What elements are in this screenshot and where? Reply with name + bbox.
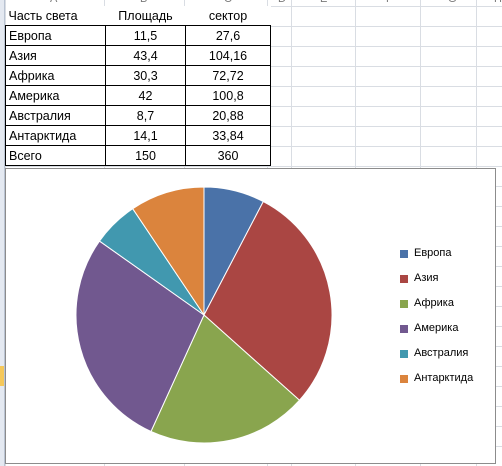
table-cell[interactable]: 14,1 [105, 125, 186, 146]
pie-chart-plot [75, 186, 333, 444]
column-header-letter[interactable]: A [50, 0, 57, 5]
row-header-active[interactable] [0, 366, 4, 386]
table-row: Европа 11,5 27,6 [5, 25, 271, 46]
table-header-cell[interactable]: Площадь [105, 6, 186, 26]
grid-line-horizontal [0, 166, 502, 167]
legend-entry[interactable]: Америка [399, 322, 491, 347]
legend-entry[interactable]: Африка [399, 297, 491, 322]
column-header-letter[interactable]: H [494, 0, 502, 5]
table-cell[interactable]: Европа [5, 25, 106, 46]
table-cell[interactable]: 27,6 [185, 25, 271, 46]
legend-entry[interactable]: Европа [399, 247, 491, 272]
table-cell[interactable]: 42 [105, 85, 186, 106]
table-row: Всего 150 360 [5, 145, 271, 166]
table-cell[interactable]: Азия [5, 45, 106, 66]
row-header-strip[interactable] [0, 0, 5, 466]
table-cell[interactable]: 72,72 [185, 65, 271, 86]
legend-entry[interactable]: Азия [399, 272, 491, 297]
legend-label: Америка [414, 322, 459, 334]
table-cell[interactable]: Америка [5, 85, 106, 106]
table-cell[interactable]: 360 [185, 145, 271, 166]
column-header-letter[interactable]: F [386, 0, 393, 5]
table-row: Америка 42 100,8 [5, 85, 271, 106]
legend-label: Австралия [414, 347, 469, 359]
table-cell[interactable]: 30,3 [105, 65, 186, 86]
chart-legend: Европа Азия Африка Америка Австралия Антаркти… [399, 247, 491, 397]
table-cell[interactable]: Всего [5, 145, 106, 166]
data-table: Часть света Площадь сектор Европа 11,5 27,6 Аз… [5, 6, 271, 166]
legend-entry[interactable]: Австралия [399, 347, 491, 372]
legend-label: Европа [414, 247, 452, 259]
legend-swatch [400, 375, 408, 383]
table-cell[interactable]: Австралия [5, 105, 106, 126]
table-cell[interactable]: 20,88 [185, 105, 271, 126]
legend-swatch [400, 250, 408, 258]
column-header-letter[interactable]: D [278, 0, 286, 5]
table-cell[interactable]: Африка [5, 65, 106, 86]
table-cell[interactable]: 100,8 [185, 85, 271, 106]
column-header-letter[interactable]: B [140, 0, 147, 5]
table-row: Австралия 8,7 20,88 [5, 105, 271, 126]
legend-swatch [400, 325, 408, 333]
table-header-row: Часть света Площадь сектор [5, 6, 271, 26]
column-header-letter[interactable]: G [448, 0, 457, 5]
legend-label: Африка [414, 297, 454, 309]
table-cell[interactable]: 8,7 [105, 105, 186, 126]
table-cell[interactable]: 150 [105, 145, 186, 166]
pie-slice-3[interactable] [150, 314, 301, 444]
table-row: Азия 43,4 104,16 [5, 45, 271, 66]
legend-swatch [400, 300, 408, 308]
table-cell[interactable]: 11,5 [105, 25, 186, 46]
pie-slice-4[interactable] [75, 240, 205, 433]
legend-label: Азия [414, 272, 439, 284]
table-cell[interactable]: 33,84 [185, 125, 271, 146]
table-row: Африка 30,3 72,72 [5, 65, 271, 86]
table-header-cell[interactable]: сектор [185, 6, 271, 26]
legend-swatch [400, 350, 408, 358]
legend-entry[interactable]: Антарктида [399, 372, 491, 397]
table-header-cell[interactable]: Часть света [5, 6, 106, 26]
pie-slice-6[interactable] [132, 186, 205, 317]
pie-slice-2[interactable] [203, 200, 333, 401]
legend-label: Антарктида [414, 372, 474, 384]
table-row: Антарктида 14,1 33,84 [5, 125, 271, 146]
legend-swatch [400, 275, 408, 283]
column-header-letter[interactable]: C [224, 0, 232, 5]
table-cell[interactable]: Антарктида [5, 125, 106, 146]
table-cell[interactable]: 104,16 [185, 45, 271, 66]
column-header-letter[interactable]: E [320, 0, 327, 5]
table-cell[interactable]: 43,4 [105, 45, 186, 66]
pie-chart[interactable]: Европа Азия Африка Америка Австралия Антаркти… [5, 168, 496, 464]
